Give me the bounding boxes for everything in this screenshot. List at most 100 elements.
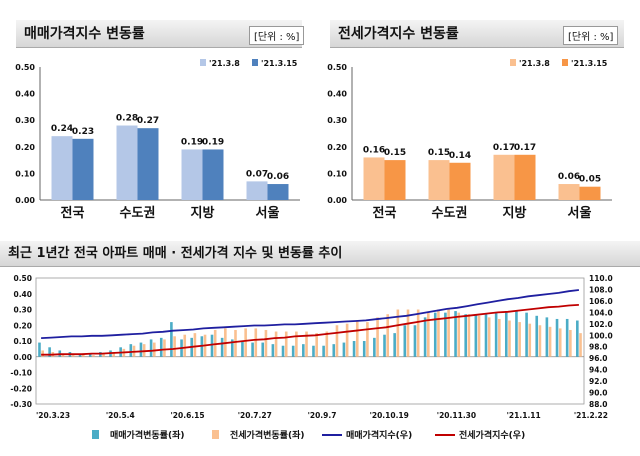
combo-sale-bar [444,312,447,357]
rent-chart-data-label: 0.06 [558,172,580,182]
combo-rent-bar [355,320,359,357]
combo-rent-bar [264,329,268,357]
sale-chart-category-label: 지방 [191,205,215,221]
sale-chart-data-label: 0.28 [116,114,138,124]
combo-rent-bar [295,331,298,357]
combo-sale-bar [220,337,224,357]
sale-chart-y-tick-label: 0.10 [15,169,35,178]
combo-sale-bar [474,314,478,357]
combo-sale-bar [515,311,518,357]
rent-chart-legend-swatch [562,59,568,66]
combo-right-tick-label: 94.0 [589,366,608,375]
combo-rent-bar [487,317,491,357]
combo-sale-bar [454,311,457,357]
combo-legend-label: 매매가격변동률(좌) [110,429,184,441]
combo-rent-bar [92,355,95,357]
sale-chart-category-label: 서울 [256,205,280,221]
combo-sale-index-line [41,289,580,339]
rent-chart-bar-curr [384,160,406,200]
rent-chart-data-label: 0.15 [384,148,406,158]
sale-chart-bar-prev [116,125,138,200]
sale-chart-y-tick-label: 0.20 [15,143,35,152]
combo-sale-bar [373,337,376,357]
combo-x-tick-label: '20.3.23 [36,411,70,420]
combo-rent-bar [112,352,116,357]
combo-right-tick-label: 108.0 [589,285,613,294]
sale-chart-bar-curr [267,184,289,200]
combo-rent-bar [71,355,75,357]
combo-sale-bar [139,342,143,357]
combo-sale-bar [78,353,82,357]
combo-rent-bar [437,309,440,357]
combo-left-tick-label: 0.40 [13,290,32,299]
sale-chart-y-tick-label: 0.00 [15,196,35,205]
sale-chart-category-label: 전국 [61,205,85,221]
combo-rent-bar [335,325,339,357]
rent-chart-data-label: 0.05 [579,175,601,185]
sale-chart-data-label: 0.06 [267,172,289,182]
sale-chart-data-label: 0.19 [202,137,224,147]
combo-rent-bar [569,329,572,357]
combo-sale-bar [362,341,366,357]
combo-rent-bar [41,350,44,357]
rent-chart-data-label: 0.14 [449,151,471,161]
combo-rent-bar [274,331,278,357]
combo-rent-bar [315,333,318,357]
rent-chart-data-label: 0.17 [514,143,536,153]
combo-rent-bar [284,331,288,357]
combo-sale-bar [403,325,407,357]
combo-sale-bar [159,337,163,357]
combo-rent-bar [193,333,197,357]
combo-legend-label: 전세가격변동률(좌) [230,429,304,441]
combo-right-tick-label: 98.0 [589,343,608,352]
sale-chart-legend-label: '21.3.8 [209,59,240,68]
rent-chart-bar-prev [428,160,450,200]
sale-chart-legend-label: '21.3.15 [261,59,298,68]
combo-rent-bar [325,331,329,357]
combo-sale-bar [322,345,325,357]
rent-chart-legend-label: '21.3.8 [519,59,550,68]
combo-right-tick-label: 92.0 [589,377,608,386]
combo-rent-bar [234,329,237,357]
combo-x-tick-label: '20.9.7 [308,411,337,420]
combo-rent-bar [396,309,400,357]
sale-chart-data-label: 0.24 [51,124,73,134]
rent-chart-data-label: 0.17 [493,143,515,153]
combo-sale-bar [545,317,549,357]
combo-right-tick-label: 104.0 [589,308,613,317]
combo-legend-swatch [212,430,219,439]
combo-sale-bar [525,312,528,357]
combo-rent-bar [538,325,542,357]
combo-sale-bar [535,315,539,357]
combo-sale-bar [271,344,275,357]
combo-x-tick-label: '20.6.15 [170,411,204,420]
combo-sale-bar [149,339,153,357]
combo-x-tick-label: '20.5.4 [106,411,135,420]
rent-chart-y-tick-label: 0.10 [327,169,347,178]
sale-chart-y-tick-label: 0.40 [15,90,35,99]
combo-rent-bar [508,320,511,357]
combo-sale-bar [433,312,437,357]
combo-sale-bar [332,344,336,357]
combo-left-tick-label: -0.30 [10,400,32,409]
combo-rent-bar [457,312,461,357]
combo-rent-bar [548,326,552,357]
rent-chart-y-tick-label: 0.50 [327,63,347,72]
sale-chart-category-label: 수도권 [120,206,156,221]
combo-sale-bar [494,312,498,357]
combo-left-tick-label: 0.50 [13,274,32,283]
sale-chart-bar-prev [51,136,73,200]
sale-chart-bar-prev [181,149,203,200]
combo-sale-bar [302,344,305,357]
combo-sale-bar [88,353,92,357]
combo-x-tick-label: '21.1.11 [507,411,541,420]
combo-sale-bar [555,318,559,357]
combo-legend-label: 전세가격지수(우) [459,429,525,441]
combo-left-tick-label: 0.00 [13,353,32,362]
combo-x-tick-label: '20.11.30 [437,411,476,420]
sale-chart-bar-curr [137,128,159,200]
rent-chart-bar-curr [449,162,471,200]
combo-sale-bar [423,317,427,357]
rent-chart-data-label: 0.16 [363,145,385,155]
combo-sale-bar [352,341,356,357]
